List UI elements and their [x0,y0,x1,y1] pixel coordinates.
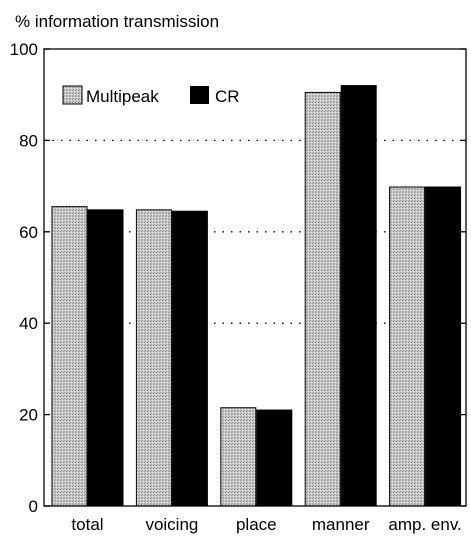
bar-cr-ampenv [425,186,462,507]
bar-cr-manner [340,85,377,507]
y-tick-label-80: 80 [19,131,38,150]
bar-multipeak-manner [304,91,341,507]
plot-frame [43,48,467,507]
y-tick-label-100: 100 [10,40,38,59]
x-categories: total voicing place manner amp. env. [71,515,461,534]
bar-multipeak-place [220,407,257,507]
bar-multipeak-total [51,206,88,507]
y-tick-label-0: 0 [29,497,38,516]
y-tick-label-20: 20 [19,406,38,425]
y-ticks: 0 20 40 60 80 100 [10,40,466,516]
bar-multipeak-voicing [135,209,172,507]
axes [43,48,467,507]
y-tick-label-40: 40 [19,314,38,333]
y-axis-label: % information transmission [15,12,219,31]
legend-label-multipeak: Multipeak [86,87,159,106]
legend-label-cr: CR [215,87,240,106]
x-category-label-ampenv: amp. env. [388,515,461,534]
bars [51,85,462,507]
x-category-label-manner: manner [312,515,370,534]
x-category-label-voicing: voicing [145,515,198,534]
y-tick-label-60: 60 [19,223,38,242]
bar-multipeak-ampenv [389,186,426,507]
bar-cr-voicing [171,210,208,507]
legend-swatch-cr [190,86,209,104]
legend: Multipeak CR [62,85,240,106]
legend-swatch-multipeak [62,85,83,105]
bar-cr-place [256,409,293,507]
x-category-label-total: total [71,515,103,534]
x-category-label-place: place [236,515,277,534]
bar-cr-total [87,209,124,507]
